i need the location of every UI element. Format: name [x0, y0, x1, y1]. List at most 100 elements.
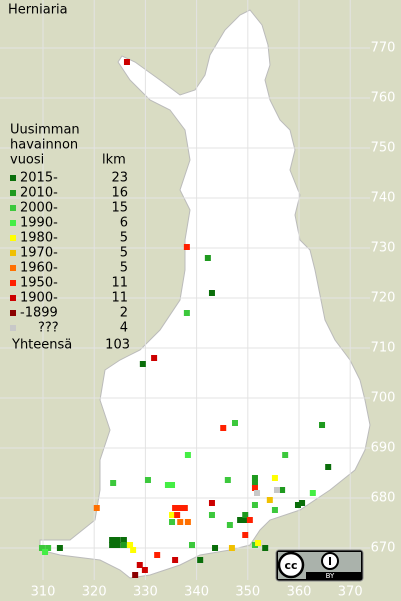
observation	[177, 519, 184, 525]
legend-swatch	[10, 205, 16, 211]
observation	[212, 545, 219, 551]
y-tick-label: 750	[371, 141, 396, 156]
legend-count: 16	[111, 186, 128, 201]
observation	[251, 480, 258, 486]
observation	[266, 497, 273, 503]
legend-label: 1950-	[20, 276, 58, 291]
observation	[45, 545, 52, 551]
observation	[141, 567, 148, 573]
observation	[319, 422, 326, 428]
observation	[325, 464, 332, 470]
observation	[164, 482, 171, 488]
legend-label: 2000-	[20, 201, 58, 216]
legend-heading: vuosi	[10, 153, 44, 168]
observation	[204, 255, 211, 261]
y-tick-label: 710	[371, 341, 396, 356]
legend-count-heading: lkm	[102, 153, 126, 168]
legend-total: 103	[105, 338, 130, 353]
observation	[38, 545, 45, 551]
legend-label: 2010-	[20, 186, 58, 201]
observation	[169, 519, 176, 525]
y-tick-label: 720	[371, 291, 396, 306]
y-tick-label: 690	[371, 441, 396, 456]
observation	[183, 244, 190, 250]
legend-count: 15	[111, 201, 128, 216]
legend-label: -1899	[20, 306, 58, 321]
map-title: Herniaria	[8, 3, 68, 18]
observation	[183, 310, 190, 316]
observation	[114, 537, 121, 543]
observation	[282, 452, 289, 458]
observation	[242, 512, 249, 518]
observation	[169, 482, 176, 488]
y-tick-label: 770	[371, 41, 396, 56]
legend-count: 11	[111, 291, 128, 306]
observation	[294, 502, 301, 508]
y-tick-label: 680	[371, 491, 396, 506]
observation	[246, 517, 253, 523]
observation	[237, 517, 244, 523]
license-badge: cc BY	[275, 549, 364, 582]
observation	[299, 500, 306, 506]
legend-swatch	[10, 235, 16, 241]
legend-count: 5	[120, 261, 128, 276]
legend-swatch	[10, 310, 16, 316]
observation	[232, 420, 238, 426]
svg-text:cc: cc	[284, 559, 297, 572]
legend-total-label: Yhteensä	[11, 338, 72, 353]
legend-swatch	[10, 265, 16, 271]
x-tick-label: 370	[338, 585, 363, 600]
observation	[172, 557, 179, 563]
observation	[181, 505, 188, 511]
observation	[228, 545, 235, 551]
observation	[169, 512, 176, 518]
observation	[208, 290, 215, 296]
observation	[151, 355, 158, 361]
observation	[226, 522, 233, 528]
x-tick-label: 340	[184, 585, 209, 600]
legend-heading: Uusimman	[10, 123, 80, 138]
observation	[120, 542, 127, 548]
y-tick-label: 700	[371, 391, 396, 406]
observations	[38, 59, 332, 578]
observation	[120, 537, 127, 543]
finland	[39, 9, 371, 579]
legend-label: 1970-	[20, 246, 58, 261]
observation	[208, 512, 215, 518]
observation	[174, 512, 181, 518]
observation	[110, 480, 117, 486]
observation	[127, 542, 134, 548]
observation	[139, 361, 146, 367]
observation	[184, 452, 191, 458]
x-tick-label: 310	[31, 585, 56, 600]
legend-count: 5	[120, 231, 128, 246]
legend-label: 1900-	[20, 291, 58, 306]
legend-label: 1990-	[20, 216, 58, 231]
observation	[42, 549, 49, 555]
legend-swatch	[10, 220, 16, 226]
observation	[242, 532, 249, 538]
observation	[177, 505, 184, 511]
legend-count: 5	[120, 246, 128, 261]
observation	[251, 502, 258, 508]
observation	[255, 540, 262, 546]
observation	[271, 507, 278, 513]
legend-count: 6	[120, 216, 128, 231]
y-tick-label: 730	[371, 241, 396, 256]
y-tick-label: 670	[371, 541, 396, 556]
observation	[242, 517, 249, 523]
observation	[220, 425, 227, 431]
x-tick-label: 360	[287, 585, 312, 600]
observation	[197, 557, 204, 563]
legend-label: 1960-	[20, 261, 58, 276]
observation	[254, 490, 261, 496]
legend-count: 23	[111, 171, 128, 186]
legend-label: 1980-	[20, 231, 58, 246]
observation	[130, 547, 137, 553]
observation	[251, 542, 258, 548]
x-tick-label: 350	[235, 585, 260, 600]
legend-count: 4	[120, 321, 128, 336]
observation	[154, 552, 161, 558]
observation	[114, 542, 121, 548]
